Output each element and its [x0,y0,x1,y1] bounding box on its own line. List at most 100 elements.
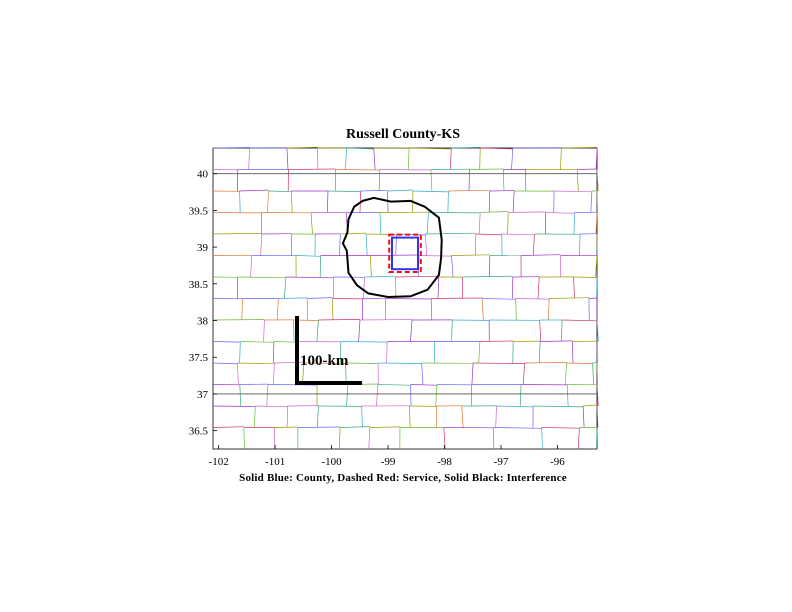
y-tick-label: 38.5 [189,279,209,291]
county-boundary [368,427,371,450]
county-boundary [364,275,396,278]
county-boundary [410,384,437,386]
county-boundary [596,190,598,213]
county-boundary [285,276,334,279]
county-boundary [573,276,575,299]
county-boundary [361,405,363,428]
county-boundary [507,212,509,235]
county-boundary [273,341,297,343]
service-area-box [388,233,422,274]
county-boundary [255,405,288,408]
county-boundary [554,190,592,193]
county-boundary [478,341,481,364]
y-axis-ticks: 40 39.5 39 38.5 38 37.5 37 36.5 [189,169,217,438]
county-boundary [369,255,372,278]
county-boundary [449,147,452,170]
state-boundary-lines [213,173,597,395]
county-boundary [212,405,256,407]
county-boundary [562,319,598,322]
county-boundary [272,362,275,385]
county-boundary [295,255,321,257]
county-boundary [468,169,470,192]
county-boundary [492,427,495,450]
county-boundary [316,319,319,342]
county-boundary [237,276,286,279]
county-boundary [524,362,567,364]
county-boundary [496,405,534,408]
county-boundary [592,362,594,385]
county-boundary [297,426,341,428]
county-boundary [412,190,449,193]
county-boundary [407,147,410,170]
county-boundary [596,362,598,385]
county-boundary [286,146,318,149]
county-boundary [239,341,241,364]
county-boundary [286,147,289,170]
county-boundary [212,319,265,321]
county-boundary [537,276,540,299]
county-boundary [345,362,347,385]
county-boundary [430,169,433,192]
county-boundary [410,319,413,342]
county-boundary [479,340,514,342]
county-boundary [425,233,427,256]
county-boundary [519,384,522,407]
county-boundary [508,211,546,213]
county-boundary [481,298,484,321]
county-boundary [561,319,563,342]
county-boundary [359,319,413,321]
y-tick-label: 40 [197,169,209,181]
county-boundary [212,341,241,343]
county-boundary [387,189,413,192]
county-boundary [577,427,580,450]
county-boundary [212,362,238,365]
county-boundary [493,427,542,429]
county-boundary [240,341,274,343]
county-boundary [274,426,298,428]
county-boundary [511,147,514,170]
county-boundary [451,319,453,342]
x-tick-label: -100 [322,456,343,468]
county-boundary [310,212,313,235]
county-boundary [288,168,336,170]
county-boundary [409,147,452,150]
county-boundary [451,255,454,278]
scale-bar: 100-km [295,316,362,385]
county-boundary [515,298,550,300]
county-boundary [595,255,598,278]
county-boundary [541,427,543,450]
county-boundary [443,427,446,450]
county-boundary [596,319,599,342]
county-boundary [596,427,598,450]
county-boundary [590,190,593,213]
x-tick-label: -98 [437,456,452,468]
county-boundary [331,298,334,321]
county-boundary [538,341,541,364]
county-boundary [418,255,452,257]
county-boundary [345,362,379,364]
interference-contour [341,196,443,299]
county-boundaries [212,146,599,450]
county-boundary [480,147,513,150]
county-boundary [378,362,422,364]
county-boundary [532,233,535,256]
county-boundary [462,275,513,278]
county-boundary [378,169,381,192]
county-boundary [431,297,483,299]
county-boundary [260,233,263,256]
county-outline-box [391,236,419,271]
county-boundary [540,340,573,342]
county-boundary [426,212,429,235]
county-boundary [317,147,319,170]
county-boundary [447,190,449,213]
legend-caption: Solid Blue: County, Dashed Red: Service,… [239,472,567,484]
x-tick-label: -96 [550,456,565,468]
county-boundary [212,426,244,428]
county-boundary [276,298,279,321]
county-boundary [473,362,525,364]
county-boundary [425,232,476,235]
county-boundary [395,275,439,278]
county-boundary [520,254,561,256]
county-boundary [479,147,481,170]
